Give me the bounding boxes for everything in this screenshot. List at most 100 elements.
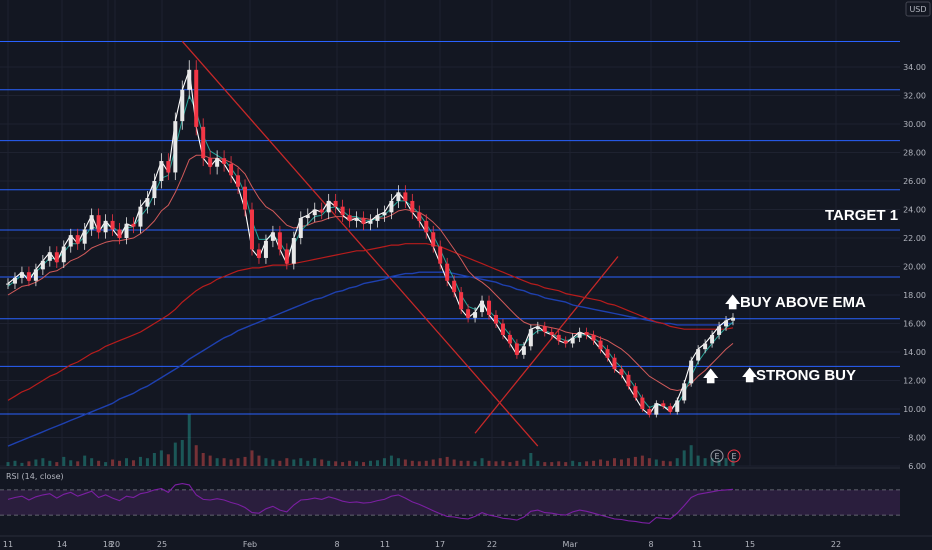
- volume-bar: [362, 462, 366, 466]
- volume-bar: [278, 460, 282, 466]
- time-tick-label: 14: [57, 540, 67, 549]
- volume-bar: [494, 461, 498, 466]
- time-tick-label: 25: [157, 540, 167, 549]
- volume-bar: [215, 458, 219, 466]
- candle-body: [305, 215, 310, 219]
- volume-bar: [564, 462, 568, 466]
- volume-bar: [375, 460, 379, 466]
- volume-bar: [508, 462, 512, 466]
- volume-bar: [571, 460, 575, 466]
- candle-body: [68, 235, 73, 247]
- volume-bar: [111, 459, 115, 466]
- candle-body: [19, 272, 24, 278]
- candle-body: [33, 269, 38, 281]
- candle-body: [528, 329, 533, 347]
- volume-bar: [626, 458, 630, 466]
- event-badge: E: [731, 452, 736, 461]
- time-tick-label: 15: [745, 540, 755, 549]
- time-tick-label: Feb: [243, 540, 257, 549]
- volume-bar: [180, 440, 184, 466]
- candle-body: [333, 200, 338, 207]
- candle-body: [514, 343, 519, 355]
- time-tick-label: 17: [435, 540, 445, 549]
- candle-body: [542, 326, 547, 333]
- volume-bar: [675, 458, 679, 466]
- volume-bar: [410, 460, 414, 466]
- candle-body: [201, 126, 206, 159]
- candle-body: [570, 337, 575, 344]
- time-tick-label: 11: [692, 540, 702, 549]
- volume-bar: [62, 456, 66, 466]
- volume-bar: [306, 460, 310, 466]
- volume-bar: [173, 442, 177, 466]
- candle-body: [626, 374, 631, 387]
- volume-bar: [515, 460, 519, 466]
- buy-above-arrow-icon: 🡅: [725, 294, 741, 311]
- time-tick-label: 8: [648, 540, 653, 549]
- volume-bar: [682, 450, 686, 466]
- annotations[interactable]: TARGET 1 🡅 BUY ABOVE EMA 🡅 🡅 STRONG BUY: [703, 207, 898, 385]
- price-tick-label: 14.00: [903, 348, 926, 357]
- candle-body: [326, 200, 331, 213]
- volume-bar: [145, 458, 149, 466]
- volume-bar: [473, 461, 477, 466]
- candle-body: [424, 220, 429, 233]
- candle-body: [187, 69, 192, 90]
- candle-body: [480, 300, 485, 313]
- candle-body: [410, 200, 415, 213]
- candle-body: [563, 340, 568, 344]
- rsi-line: [7, 483, 734, 524]
- candle-body: [361, 218, 366, 224]
- price-tick-label: 10.00: [903, 405, 926, 414]
- candle-body: [26, 272, 31, 281]
- candle-body: [675, 400, 680, 412]
- volume-bar: [536, 460, 540, 466]
- volume-bar: [480, 458, 484, 466]
- candle-body: [493, 314, 498, 324]
- volume-bar: [654, 459, 658, 466]
- candle-body: [124, 223, 129, 238]
- candle-body: [724, 320, 729, 327]
- candle-body: [340, 206, 345, 216]
- candle-body: [710, 334, 715, 344]
- volume-bar: [299, 458, 303, 466]
- sma-long-line: [7, 271, 733, 447]
- event-badge: E: [714, 452, 719, 461]
- volume-bar: [578, 462, 582, 466]
- volume-bar: [731, 459, 735, 466]
- ema-long-line: [7, 243, 734, 401]
- price-axis[interactable]: 34.00 32.00 30.00 28.00 26.00 24.00 22.00 20.00…: [900, 0, 932, 550]
- volume-bar: [187, 414, 191, 466]
- candle-body: [466, 309, 471, 318]
- volume-bar: [619, 459, 623, 466]
- trendline: [181, 40, 539, 447]
- volume-bar: [689, 445, 693, 466]
- volume-bar: [543, 462, 547, 466]
- price-tick-label: 22.00: [903, 234, 926, 243]
- time-tick-label: 22: [831, 540, 841, 549]
- volume-bar: [599, 459, 603, 466]
- trendline: [474, 256, 619, 434]
- volume-bar: [6, 462, 10, 466]
- volume-bar: [236, 458, 240, 466]
- volume-bar: [83, 455, 87, 466]
- volume-bar: [466, 460, 470, 466]
- currency-badge[interactable]: USD: [905, 1, 931, 17]
- candle-body: [256, 249, 261, 258]
- candle-body: [521, 346, 526, 355]
- strong-buy-arrow-icon: 🡅: [742, 367, 758, 384]
- candle-body: [703, 343, 708, 350]
- trendlines[interactable]: [181, 40, 619, 447]
- candle-body: [459, 292, 464, 310]
- candle-body: [654, 403, 659, 415]
- event-badges[interactable]: E E: [710, 449, 741, 463]
- candle-body: [194, 69, 199, 127]
- volume-bar: [138, 456, 142, 466]
- price-tick-label: 16.00: [903, 320, 926, 329]
- grid: [0, 0, 900, 467]
- volume-bar: [34, 459, 38, 466]
- volume-bar: [417, 461, 421, 466]
- rsi-label: RSI (14, close): [6, 472, 64, 481]
